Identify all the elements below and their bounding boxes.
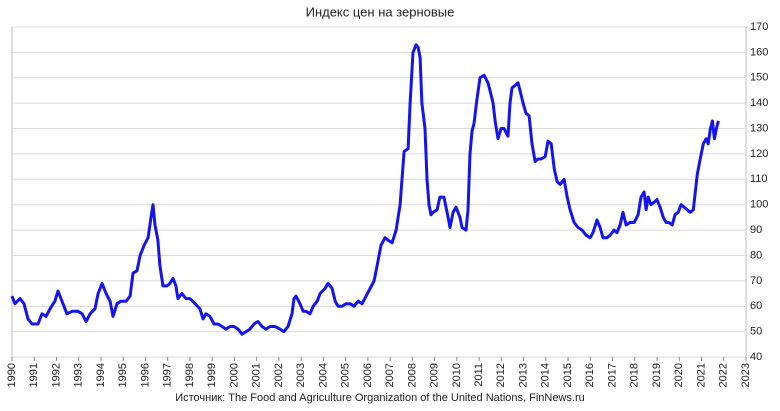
- y-tick-label: 150: [750, 72, 768, 84]
- y-tick-label: 140: [750, 97, 768, 109]
- y-tick-label: 50: [750, 326, 762, 338]
- x-tick-label: 2014: [540, 363, 552, 387]
- x-tick-label: 2013: [517, 363, 529, 387]
- x-tick-label: 1990: [6, 363, 18, 387]
- x-tick-label: 2010: [451, 363, 463, 387]
- x-tick-label: 2018: [629, 363, 641, 387]
- y-tick-label: 120: [750, 148, 768, 160]
- x-tick-label: 2008: [406, 363, 418, 387]
- x-tick-label: 2001: [251, 363, 263, 387]
- x-tick-label: 2012: [495, 363, 507, 387]
- x-tick-label: 1995: [117, 363, 129, 387]
- source-note: Источник: The Food and Agriculture Organ…: [175, 392, 585, 404]
- y-tick-label: 70: [750, 275, 762, 287]
- x-tick-label: 1999: [206, 363, 218, 387]
- y-tick-label: 80: [750, 249, 762, 261]
- y-tick-label: 90: [750, 224, 762, 236]
- x-tick-label: 1997: [162, 363, 174, 387]
- y-tick-label: 110: [750, 173, 768, 185]
- x-tick-label: 2002: [273, 363, 285, 387]
- x-tick-label: 2009: [429, 363, 441, 387]
- x-tick-label: 1991: [28, 363, 40, 387]
- x-tick-label: 2016: [584, 363, 596, 387]
- x-tick-label: 2004: [317, 363, 329, 387]
- x-tick-label: 2017: [606, 363, 618, 387]
- x-tick-label: 2003: [295, 363, 307, 387]
- x-tick-label: 2021: [695, 363, 707, 387]
- x-tick-label: 1993: [73, 363, 85, 387]
- x-tick-label: 2000: [228, 363, 240, 387]
- x-tick-label: 2022: [718, 363, 730, 387]
- y-tick-label: 160: [750, 46, 768, 58]
- y-tick-label: 100: [750, 199, 768, 211]
- x-tick-label: 1998: [184, 363, 196, 387]
- x-tick-label: 2020: [673, 363, 685, 387]
- x-tick-label: 2019: [651, 363, 663, 387]
- series-line: [10, 43, 720, 336]
- x-tick-label: 1994: [95, 363, 107, 387]
- x-tick-label: 2023: [740, 363, 752, 387]
- x-tick-label: 2005: [340, 363, 352, 387]
- x-tick-label: 2006: [362, 363, 374, 387]
- x-tick-label: 2015: [562, 363, 574, 387]
- y-tick-label: 60: [750, 300, 762, 312]
- y-tick-label: 130: [750, 122, 768, 134]
- x-tick-label: 1992: [50, 363, 62, 387]
- x-tick-label: 2007: [384, 363, 396, 387]
- x-tick-label: 1996: [139, 363, 151, 387]
- y-tick-label: 40: [750, 351, 762, 363]
- plot-frame: [11, 26, 747, 358]
- x-tick-label: 2011: [473, 363, 485, 387]
- y-tick-label: 170: [750, 21, 768, 33]
- chart-title: Индекс цен на зерновые: [306, 4, 455, 19]
